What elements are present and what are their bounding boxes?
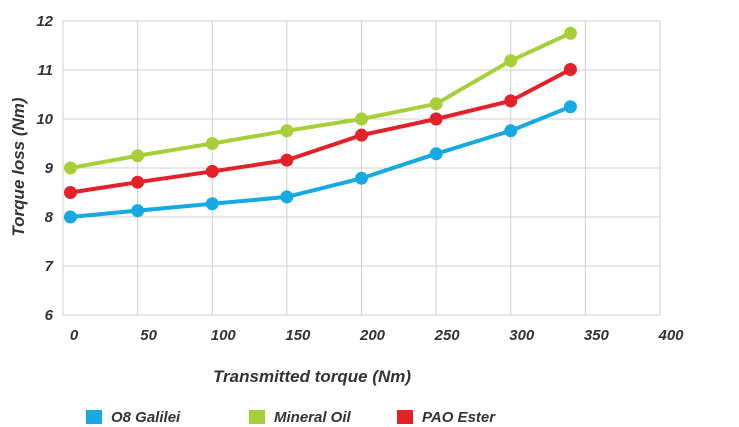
data-point-o8-galilei [355,171,368,185]
legend-label-o8-galilei: O8 Galilei [111,409,181,426]
legend-swatch-o8-galilei [86,410,102,424]
data-point-mineral-oil [280,124,294,138]
data-point-o8-galilei [280,190,294,204]
x-tick-label: 250 [434,327,461,344]
data-point-mineral-oil [131,149,145,163]
series-line-o8-galilei [70,104,572,219]
data-point-o8-galilei [205,197,219,211]
data-point-mineral-oil [429,97,443,111]
x-tick-label: 400 [657,327,684,344]
x-axis-label: Transmitted torque (Nm) [213,367,411,386]
x-tick-label: 300 [509,327,535,344]
y-tick-label: 7 [45,258,54,275]
legend-label-mineral-oil: Mineral Oil [274,409,352,426]
data-point-o8-galilei [563,100,577,114]
data-point-o8-galilei [504,124,518,138]
y-tick-label: 12 [36,13,53,30]
legend-swatch-mineral-oil [249,410,265,424]
y-tick-label: 8 [45,209,54,226]
data-point-o8-galilei [429,147,443,161]
data-point-mineral-oil [355,112,368,126]
data-point-pao-ester [563,63,577,77]
series-line-mineral-oil [70,31,572,170]
series-group [63,26,577,224]
data-point-pao-ester [131,175,145,189]
y-axis-ticks: 6 7 8 9 10 11 12 [36,13,53,324]
y-tick-label: 11 [37,62,53,79]
data-point-o8-galilei [63,210,77,224]
data-point-pao-ester [205,164,219,178]
x-tick-label: 100 [211,327,237,344]
legend-label-pao-ester: PAO Ester [422,409,496,426]
data-point-pao-ester [504,94,518,108]
series-line-pao-ester [70,67,572,195]
x-tick-label: 0 [70,327,79,344]
y-axis-label: Torque loss (Nm) [9,97,28,236]
x-tick-label: 50 [140,327,157,344]
x-tick-label: 150 [285,327,311,344]
data-point-mineral-oil [205,137,219,150]
data-point-mineral-oil [63,161,77,175]
legend-swatch-pao-ester [397,410,413,424]
x-axis-ticks: 0 50 100 150 200 250 300 350 400 [70,327,684,344]
data-point-pao-ester [63,186,77,199]
data-point-pao-ester [355,128,368,142]
x-tick-label: 200 [359,327,386,344]
y-tick-label: 9 [45,160,54,177]
data-point-mineral-oil [563,26,577,40]
data-point-pao-ester [429,112,443,126]
data-point-pao-ester [280,153,294,167]
y-tick-label: 10 [36,111,53,128]
y-tick-label: 6 [45,307,54,324]
x-tick-label: 350 [584,327,610,344]
legend: O8 Galilei Mineral Oil PAO Ester [86,409,496,426]
data-point-o8-galilei [131,204,145,218]
data-point-mineral-oil [504,54,518,68]
